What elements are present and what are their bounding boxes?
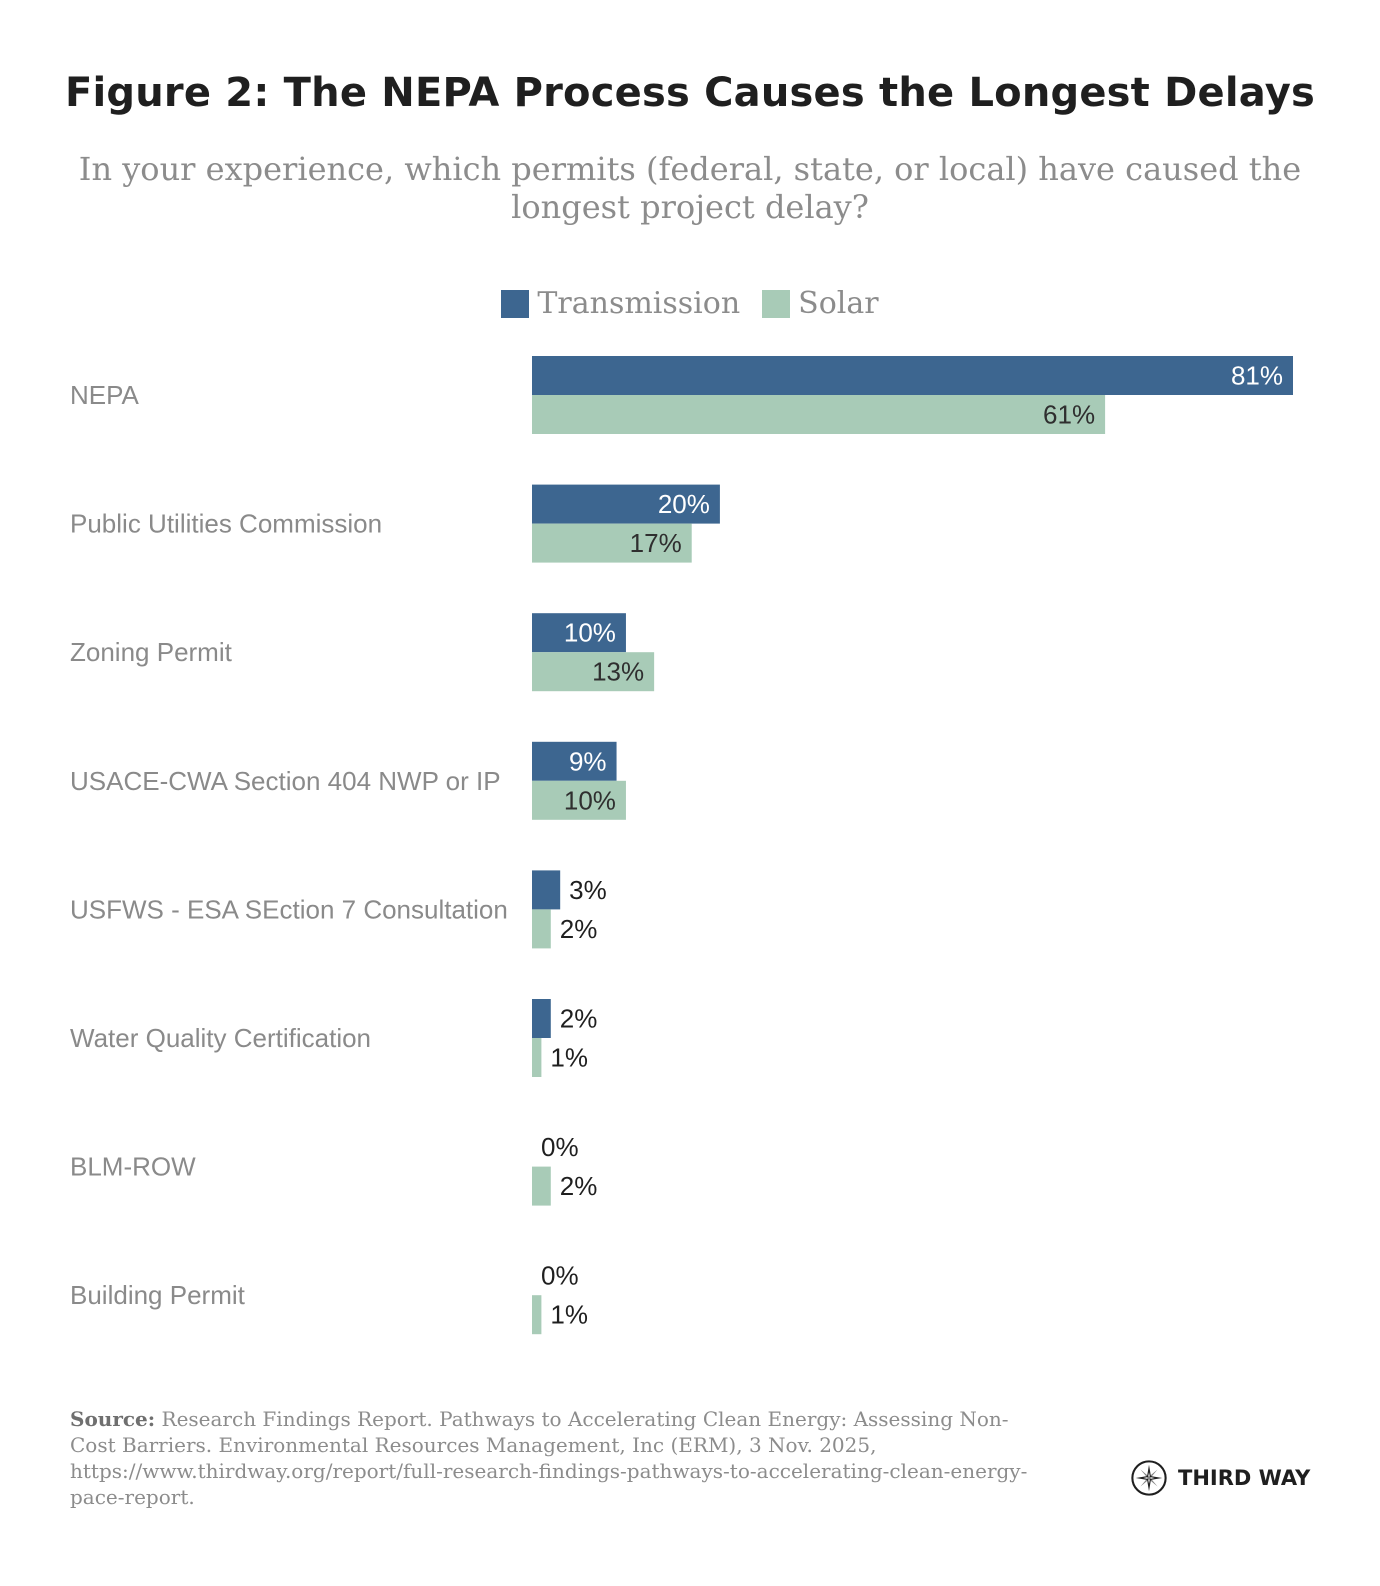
bar-solar-building-permit [532, 1295, 542, 1335]
value-label-transmission-nepa: 81% [1231, 361, 1283, 391]
bar-solar-blm-row [532, 1166, 551, 1206]
value-label-solar-usace-cwa-section-404-nwp-or-ip: 10% [564, 785, 616, 815]
value-label-transmission-public-utilities-commission: 20% [658, 489, 710, 519]
bar-transmission-water-quality-certification [532, 999, 551, 1038]
legend-swatch-transmission [501, 289, 530, 318]
category-label-usfws-esa-section-7-consultation: USFWS - ESA SEction 7 Consultation [70, 894, 508, 924]
legend-swatch-solar [762, 289, 791, 318]
bar-transmission-public-utilities-commission [532, 484, 720, 524]
bar-transmission-nepa [532, 356, 1293, 395]
legend-label-solar: Solar [798, 286, 879, 321]
value-label-transmission-blm-row: 0% [541, 1132, 579, 1162]
category-label-zoning-permit: Zoning Permit [70, 637, 233, 667]
source-note: Source: Research Findings Report. Pathwa… [70, 1406, 1030, 1510]
bar-solar-usace-cwa-section-404-nwp-or-ip [532, 780, 626, 820]
source-label: Source: [70, 1407, 156, 1431]
category-label-public-utilities-commission: Public Utilities Commission [70, 509, 382, 539]
value-label-transmission-water-quality-certification: 2% [560, 1004, 598, 1034]
bar-solar-water-quality-certification [532, 1038, 542, 1077]
legend: Transmission Solar [0, 286, 1380, 321]
bar-solar-nepa [532, 395, 1106, 434]
category-label-blm-row: BLM-ROW [70, 1152, 196, 1182]
value-label-solar-building-permit: 1% [550, 1300, 588, 1330]
source-text: Research Findings Report. Pathways to Ac… [70, 1407, 1028, 1509]
value-label-solar-blm-row: 2% [560, 1171, 598, 1201]
value-label-solar-water-quality-certification: 1% [550, 1043, 588, 1073]
chart-subtitle: In your experience, which permits (feder… [78, 150, 1302, 226]
value-label-solar-public-utilities-commission: 17% [630, 528, 682, 558]
bar-transmission-usace-cwa-section-404-nwp-or-ip [532, 741, 617, 781]
legend-item-solar: Solar [762, 286, 879, 321]
bar-solar-usfws-esa-section-7-consultation [532, 909, 551, 949]
brand: THIRD WAY [1130, 1458, 1310, 1498]
value-label-transmission-zoning-permit: 10% [564, 618, 616, 648]
value-label-transmission-building-permit: 0% [541, 1261, 579, 1291]
legend-item-transmission: Transmission [501, 286, 740, 321]
value-label-solar-zoning-permit: 13% [592, 657, 644, 687]
category-label-building-permit: Building Permit [70, 1280, 246, 1310]
bar-solar-public-utilities-commission [532, 523, 692, 563]
bar-transmission-zoning-permit [532, 613, 626, 653]
chart-title: Figure 2: The NEPA Process Causes the Lo… [64, 70, 1316, 116]
bar-solar-zoning-permit [532, 652, 655, 692]
compass-star-icon [1131, 1460, 1167, 1496]
category-label-usace-cwa-section-404-nwp-or-ip: USACE-CWA Section 404 NWP or IP [70, 766, 501, 796]
brand-name: THIRD WAY [1178, 1466, 1311, 1490]
value-label-transmission-usace-cwa-section-404-nwp-or-ip: 9% [569, 746, 607, 776]
bar-transmission-usfws-esa-section-7-consultation [532, 870, 561, 910]
category-label-nepa: NEPA [70, 380, 140, 410]
value-label-solar-nepa: 61% [1043, 400, 1095, 430]
value-label-transmission-usfws-esa-section-7-consultation: 3% [569, 875, 607, 905]
value-label-solar-usfws-esa-section-7-consultation: 2% [560, 914, 598, 944]
category-label-water-quality-certification: Water Quality Certification [70, 1023, 371, 1053]
legend-label-transmission: Transmission [537, 286, 741, 321]
